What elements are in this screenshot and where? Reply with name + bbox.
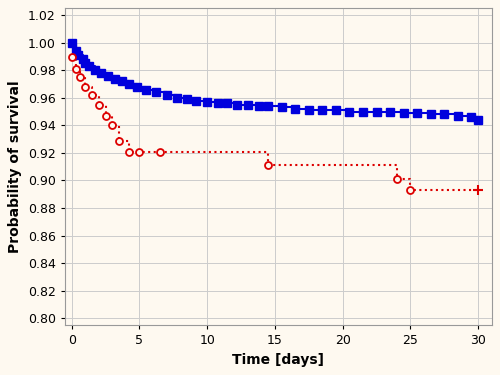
X-axis label: Time [days]: Time [days]	[232, 352, 324, 367]
Y-axis label: Probability of survival: Probability of survival	[8, 80, 22, 253]
